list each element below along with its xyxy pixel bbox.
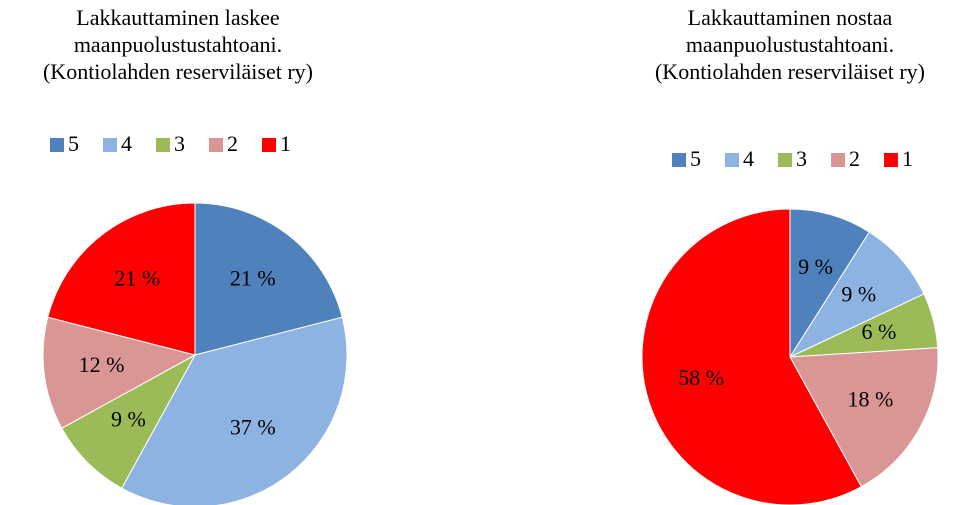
data-label: 9 % <box>798 254 833 279</box>
legend-swatch <box>103 138 117 152</box>
pie-slice <box>194 202 343 356</box>
chart-title: Lakkauttaminen laskee <box>76 5 279 30</box>
legend-label: 3 <box>796 146 807 171</box>
legend-label: 5 <box>690 146 701 171</box>
chart-title: (Kontiolahden reserviläiset ry) <box>655 59 925 84</box>
legend-label: 1 <box>902 146 913 171</box>
legend-swatch <box>156 138 170 152</box>
data-label: 58 % <box>678 365 724 390</box>
data-label: 18 % <box>847 386 893 411</box>
pie-slice <box>47 202 196 356</box>
legend-swatch <box>831 153 845 167</box>
legend-label: 2 <box>227 131 238 156</box>
pie-slice <box>789 347 939 488</box>
data-label: 9 % <box>841 281 876 306</box>
legend-label: 2 <box>849 146 860 171</box>
data-label: 12 % <box>79 352 125 377</box>
data-label: 21 % <box>230 266 276 291</box>
data-label: 6 % <box>861 319 896 344</box>
legend-swatch <box>209 138 223 152</box>
legend-swatch <box>884 153 898 167</box>
pie-slice <box>789 208 870 359</box>
data-label: 21 % <box>114 266 160 291</box>
legend-label: 1 <box>280 131 291 156</box>
pie-slice <box>61 353 197 489</box>
chart-title: (Kontiolahden reserviläiset ry) <box>43 59 313 84</box>
data-label: 37 % <box>230 415 276 440</box>
chart-title: maanpuolustustahtoani. <box>74 32 282 57</box>
legend-label: 5 <box>68 131 79 156</box>
pie-slice <box>121 316 348 505</box>
chart-title: Lakkauttaminen nostaa <box>688 5 893 30</box>
legend-swatch <box>778 153 792 167</box>
legend-label: 4 <box>121 131 132 156</box>
legend-label: 4 <box>743 146 754 171</box>
legend-swatch <box>50 138 64 152</box>
legend-label: 3 <box>174 131 185 156</box>
pie-slice <box>788 231 925 359</box>
pie-slice <box>42 316 197 429</box>
legend-swatch <box>262 138 276 152</box>
chart-title: maanpuolustustahtoani. <box>686 32 894 57</box>
legend-swatch <box>672 153 686 167</box>
legend-swatch <box>725 153 739 167</box>
data-label: 9 % <box>111 407 146 432</box>
